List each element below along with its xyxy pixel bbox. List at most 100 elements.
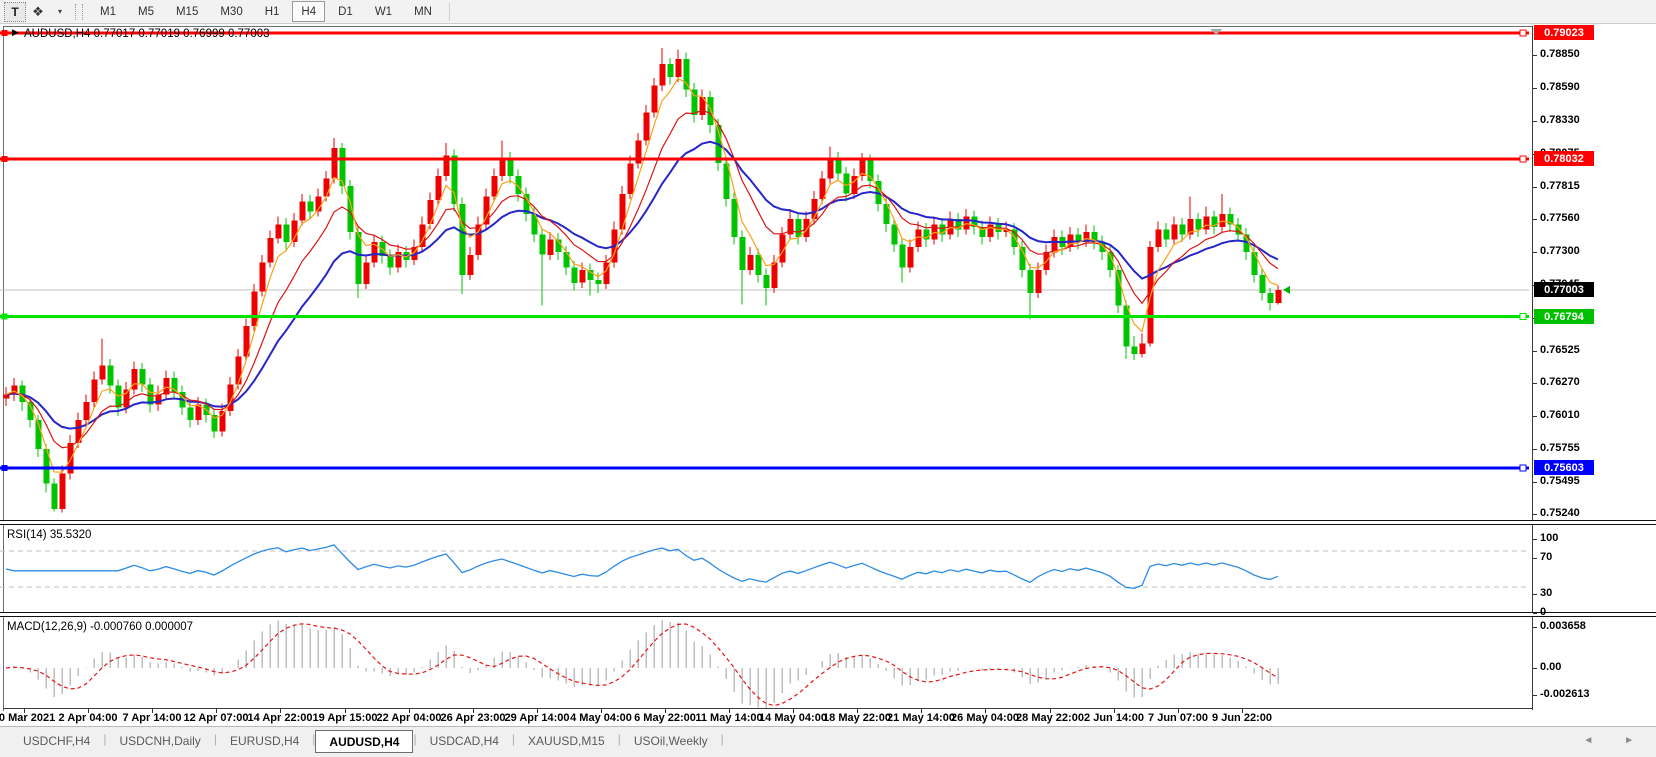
time-tick <box>665 709 666 713</box>
time-tick <box>1114 709 1115 713</box>
chart-tab-bar: USDCHF,H4 | USDCNH,Daily | EURUSD,H4 | AUDUSD,… <box>0 726 1656 757</box>
toolbar-grip <box>75 3 83 20</box>
tool-dropdown-icon[interactable]: ▾ <box>57 7 62 16</box>
time-tick <box>793 709 794 713</box>
time-tick-label: 29 Apr 14:00 <box>504 712 570 724</box>
time-tick-label: 26 May 04:00 <box>951 712 1019 724</box>
price-tick-label: 0.77560 <box>1540 212 1580 224</box>
time-tick <box>921 709 922 713</box>
chart-title: AUDUSD,H4 0.77017 0.77019 0.76999 0.7700… <box>24 28 270 40</box>
timeframe-button-group: M1 M5 M15 M30 H1 H4 D1 W1 MN <box>89 1 443 22</box>
price-tick-label: 0.75755 <box>1540 442 1580 454</box>
timeframe-button-m5[interactable]: M5 <box>137 5 154 18</box>
time-tick <box>88 709 89 713</box>
rsi-plot[interactable] <box>0 524 1532 612</box>
chart-tab-usdcad[interactable]: USDCAD,H4 <box>429 734 499 748</box>
timeframe-button-h4[interactable]: H4 <box>292 1 326 22</box>
time-tick-label: 26 Apr 23:00 <box>440 712 506 724</box>
price-tick-label: 0.76010 <box>1540 409 1580 421</box>
price-tick <box>1533 88 1537 89</box>
main-price-plot[interactable] <box>0 26 1532 521</box>
time-tick <box>216 709 217 713</box>
time-tick <box>1242 709 1243 713</box>
tab-scroll-arrows[interactable]: ◄ ► <box>1583 735 1648 746</box>
timeframe-button-m15[interactable]: M15 <box>175 5 199 18</box>
price-tick <box>1533 383 1537 384</box>
timeframe-button-m1[interactable]: M1 <box>100 5 116 18</box>
time-tick-label: 9 Jun 22:00 <box>1212 712 1272 724</box>
time-axis-line <box>3 708 1533 709</box>
price-badge-0.77003: 0.77003 <box>1534 282 1594 297</box>
macd-label: MACD(12,26,9) -0.000760 0.000007 <box>7 621 194 633</box>
price-tick <box>1533 252 1537 253</box>
time-tick-label: 2 Jun 14:00 <box>1084 712 1144 724</box>
time-tick-label: 2 Apr 04:00 <box>58 712 118 724</box>
chart-tab-usoil[interactable]: USOil,Weekly <box>633 734 708 748</box>
time-tick-label: 19 Apr 15:00 <box>312 712 378 724</box>
time-tick <box>345 709 346 713</box>
macd-tick <box>1533 627 1537 628</box>
rsi-scale-label: 100 <box>1540 532 1559 544</box>
macd-tick <box>1533 668 1537 669</box>
chart-tab-xauusd[interactable]: XAUUSD,M15 <box>528 734 605 748</box>
timeframe-button-m30[interactable]: M30 <box>220 5 243 18</box>
time-tick <box>1050 709 1051 713</box>
panel-separator-2[interactable] <box>0 612 1656 617</box>
time-tick-label: 28 May 22:00 <box>1016 712 1084 724</box>
price-tick-label: 0.77815 <box>1540 180 1580 192</box>
tab-separator: | <box>103 732 107 746</box>
price-tick-label: 0.78330 <box>1540 114 1580 126</box>
price-tick-label: 0.76270 <box>1540 376 1580 388</box>
rsi-tick <box>1533 558 1537 559</box>
tab-separator: | <box>213 732 217 746</box>
time-tick <box>24 709 25 713</box>
chart-area: ▶ AUDUSD,H4 0.77017 0.77019 0.76999 0.77… <box>0 24 1656 726</box>
time-tick-label: 21 May 14:00 <box>887 712 955 724</box>
macd-plot[interactable] <box>0 616 1532 708</box>
time-tick <box>473 709 474 713</box>
tab-separator: | <box>413 732 417 746</box>
price-tick <box>1533 121 1537 122</box>
price-tick <box>1533 55 1537 56</box>
plot-frame <box>3 26 1533 711</box>
time-tick-label: 14 May 04:00 <box>759 712 827 724</box>
price-tick-label: 0.77300 <box>1540 245 1580 257</box>
price-tick-label: 0.78850 <box>1540 48 1580 60</box>
price-badge-0.78032: 0.78032 <box>1534 151 1594 166</box>
price-tick <box>1533 482 1537 483</box>
chart-tab-usdcnh[interactable]: USDCNH,Daily <box>119 734 201 748</box>
timeframe-button-mn[interactable]: MN <box>414 5 432 18</box>
price-axis-line <box>1532 26 1533 710</box>
macd-scale-label: 0.00 <box>1540 661 1562 673</box>
time-tick <box>729 709 730 713</box>
timeframe-button-d1[interactable]: D1 <box>338 5 353 18</box>
text-tool-button[interactable]: T <box>4 1 26 22</box>
tabs: USDCHF,H4 | USDCNH,Daily | EURUSD,H4 | AUDUSD,… <box>10 727 724 753</box>
tab-separator: | <box>312 732 316 746</box>
cursor-tool-icon[interactable]: ❖ <box>32 3 44 19</box>
macd-tick <box>1533 695 1537 696</box>
time-tick-label: 12 Apr 07:00 <box>183 712 249 724</box>
tab-separator: | <box>617 732 621 746</box>
price-tick <box>1533 351 1537 352</box>
macd-scale-label: 0.003658 <box>1540 620 1586 632</box>
time-tick-label: 6 May 22:00 <box>634 712 696 724</box>
chart-tab-eurusd[interactable]: EURUSD,H4 <box>229 734 300 748</box>
rsi-scale-label: 0 <box>1540 606 1547 618</box>
time-tick <box>857 709 858 713</box>
time-tick-label: 4 May 04:00 <box>570 712 632 724</box>
chart-tab-usdchf[interactable]: USDCHF,H4 <box>23 734 91 748</box>
timeframe-button-w1[interactable]: W1 <box>374 5 393 18</box>
timeframe-button-h1[interactable]: H1 <box>264 5 280 18</box>
rsi-label: RSI(14) 35.5320 <box>7 529 92 541</box>
macd-scale-label: -0.002613 <box>1540 688 1590 700</box>
price-tick-label: 0.75240 <box>1540 507 1580 519</box>
chart-tab-audusd[interactable]: AUDUSD,H4 <box>315 730 414 753</box>
time-tick-label: 22 Apr 04:00 <box>376 712 442 724</box>
toolbar-separator <box>448 2 450 21</box>
panel-separator-1[interactable] <box>0 520 1656 525</box>
price-tick-label: 0.78590 <box>1540 81 1580 93</box>
price-tick <box>1533 449 1537 450</box>
chart-collapse-icon[interactable]: ▶ <box>12 27 19 37</box>
